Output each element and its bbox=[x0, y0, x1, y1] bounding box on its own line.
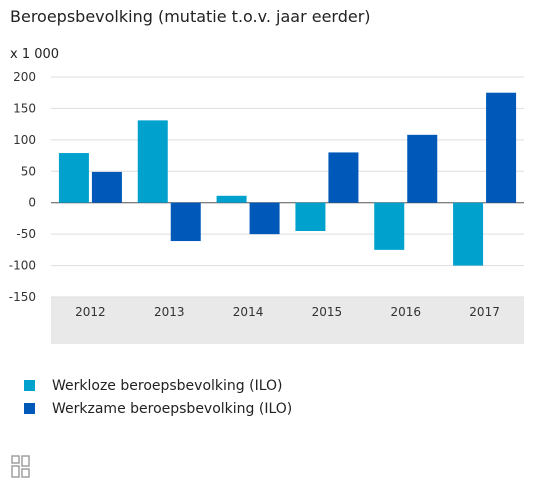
x-tick-label: 2015 bbox=[312, 305, 343, 319]
bar-werkloze-2014 bbox=[216, 195, 247, 203]
y-tick-label: 150 bbox=[13, 101, 36, 115]
x-tick-label: 2013 bbox=[154, 305, 185, 319]
legend: Werkloze beroepsbevolking (ILO) Werkzame… bbox=[24, 374, 292, 420]
cbs-logo-icon bbox=[11, 455, 30, 478]
y-tick-label: 0 bbox=[28, 196, 36, 210]
legend-swatch-werkzame bbox=[24, 403, 35, 414]
bar-werkzame-2015 bbox=[328, 152, 359, 203]
y-axis-unit-label: x 1 000 bbox=[10, 47, 60, 62]
bar-werkloze-2012 bbox=[58, 153, 89, 203]
x-tick-label: 2017 bbox=[469, 305, 500, 319]
bar-werkzame-2016 bbox=[407, 134, 438, 203]
bar-werkloze-2013 bbox=[137, 120, 168, 203]
y-tick-label: -100 bbox=[9, 259, 36, 273]
x-axis-ticks: 2012 2013 2014 2015 2016 2017 bbox=[75, 305, 500, 319]
gridlines bbox=[51, 76, 524, 298]
legend-label-werkloze: Werkloze beroepsbevolking (ILO) bbox=[52, 377, 283, 394]
legend-item-werkzame: Werkzame beroepsbevolking (ILO) bbox=[24, 397, 292, 420]
bar-werkzame-2014 bbox=[249, 202, 280, 235]
x-tick-label: 2014 bbox=[233, 305, 264, 319]
bar-werkloze-2015 bbox=[295, 202, 326, 231]
y-tick-label: -150 bbox=[9, 290, 36, 304]
legend-label-werkzame: Werkzame beroepsbevolking (ILO) bbox=[52, 400, 293, 417]
bar-werkloze-2016 bbox=[374, 202, 405, 250]
chart-title: Beroepsbevolking (mutatie t.o.v. jaar ee… bbox=[10, 7, 371, 26]
bar-chart: 200 150 100 50 0 -50 -100 -150 2012 2013 2014 2015… bbox=[9, 70, 524, 344]
bar-werkzame-2012 bbox=[91, 171, 122, 203]
x-axis-band bbox=[51, 297, 524, 344]
legend-swatch-werkloze bbox=[24, 380, 35, 391]
x-tick-label: 2012 bbox=[75, 305, 106, 319]
y-tick-label: -50 bbox=[16, 227, 36, 241]
y-tick-label: 200 bbox=[13, 70, 36, 84]
bar-werkloze-2017 bbox=[453, 202, 484, 266]
x-tick-label: 2016 bbox=[390, 305, 421, 319]
y-tick-label: 50 bbox=[21, 164, 36, 178]
legend-item-werkloze: Werkloze beroepsbevolking (ILO) bbox=[24, 374, 292, 397]
bar-werkzame-2017 bbox=[486, 92, 517, 203]
bar-werkzame-2013 bbox=[170, 202, 201, 242]
bars bbox=[58, 92, 517, 266]
y-tick-label: 100 bbox=[13, 133, 36, 147]
y-axis-ticks: 200 150 100 50 0 -50 -100 -150 bbox=[9, 70, 36, 304]
